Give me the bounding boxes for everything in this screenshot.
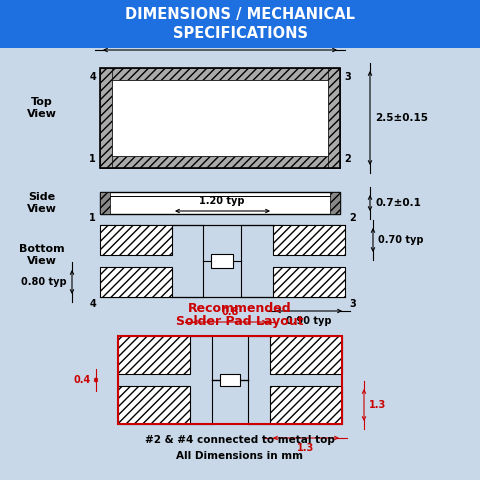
- Bar: [220, 374, 240, 386]
- Bar: [270, 386, 342, 424]
- Bar: [211, 254, 233, 268]
- Text: 1.3: 1.3: [369, 400, 386, 410]
- Text: 1.3: 1.3: [298, 443, 314, 453]
- Bar: [100, 192, 340, 214]
- Bar: [273, 267, 345, 297]
- Text: 2.5±0.15: 2.5±0.15: [375, 113, 428, 123]
- Bar: [118, 386, 190, 424]
- Text: 0.70 typ: 0.70 typ: [378, 235, 423, 245]
- Bar: [273, 225, 345, 255]
- Text: 3: 3: [349, 299, 356, 309]
- Text: Bottom
View: Bottom View: [19, 244, 65, 266]
- Bar: [100, 156, 340, 168]
- Text: 0.8: 0.8: [221, 307, 239, 317]
- Text: 4: 4: [89, 72, 96, 82]
- Text: 3.2±0.15: 3.2±0.15: [193, 34, 247, 44]
- Text: 1: 1: [89, 154, 96, 164]
- Text: All Dimensions in mm: All Dimensions in mm: [177, 451, 303, 461]
- Bar: [328, 68, 340, 168]
- Text: 0.90 typ: 0.90 typ: [286, 316, 332, 326]
- Text: 2: 2: [344, 154, 351, 164]
- Bar: [100, 68, 340, 168]
- Text: Recommended: Recommended: [188, 301, 292, 314]
- Bar: [100, 68, 112, 168]
- Bar: [118, 336, 190, 374]
- Text: 1: 1: [89, 213, 96, 223]
- Text: 3: 3: [344, 72, 351, 82]
- Text: DIMENSIONS / MECHANICAL: DIMENSIONS / MECHANICAL: [125, 7, 355, 22]
- Bar: [330, 192, 340, 214]
- Bar: [118, 336, 342, 424]
- Bar: [0, 0, 480, 48]
- Text: 2: 2: [349, 213, 356, 223]
- Text: Side
View: Side View: [27, 192, 57, 214]
- Text: SPECIFICATIONS: SPECIFICATIONS: [172, 26, 308, 41]
- Bar: [112, 80, 328, 156]
- Text: 0.7±0.1: 0.7±0.1: [375, 198, 421, 208]
- Text: #2 & #4 connected to metal top: #2 & #4 connected to metal top: [145, 435, 335, 445]
- Bar: [100, 192, 110, 214]
- Text: Top
View: Top View: [27, 97, 57, 119]
- Text: 1.20 typ: 1.20 typ: [199, 196, 245, 206]
- Bar: [100, 68, 340, 80]
- Text: 0.80 typ: 0.80 typ: [22, 277, 67, 287]
- Text: Solder Pad Layout: Solder Pad Layout: [176, 315, 304, 328]
- Bar: [270, 336, 342, 374]
- Text: 4: 4: [89, 299, 96, 309]
- Bar: [100, 225, 172, 255]
- Text: 0.4: 0.4: [74, 375, 91, 385]
- Bar: [100, 267, 172, 297]
